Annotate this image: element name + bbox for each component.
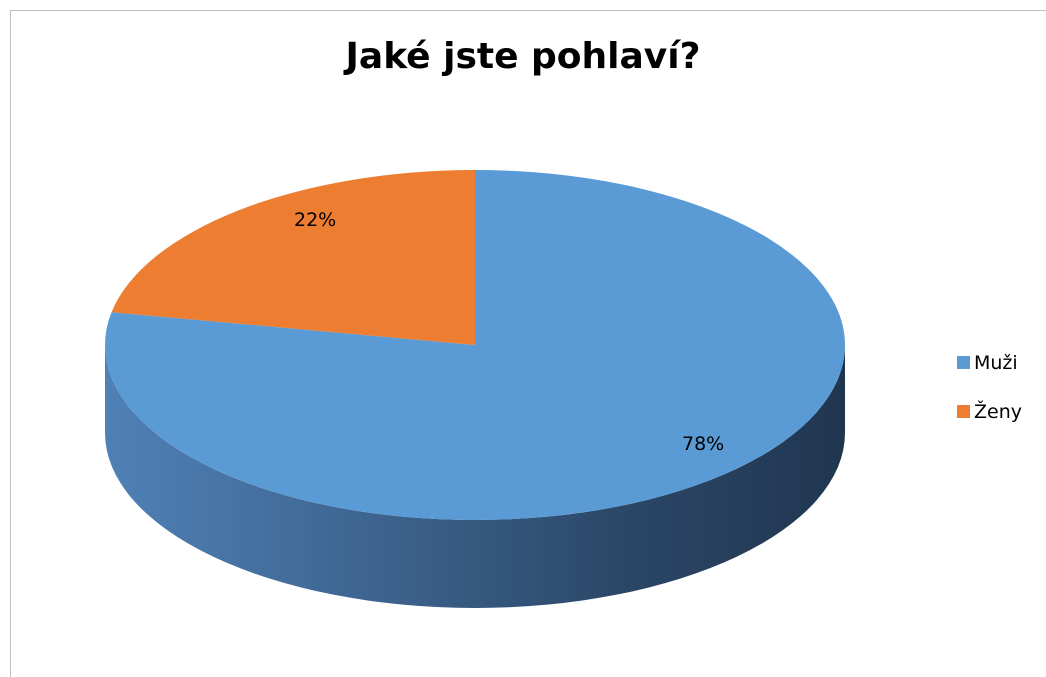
- data-label-zeny: 22%: [294, 209, 337, 231]
- chart-title: Jaké jste pohlaví?: [345, 36, 701, 77]
- legend-swatch-zeny: [957, 404, 970, 418]
- pie-side-wall: [105, 345, 845, 608]
- legend-item-zeny: Ženy: [957, 401, 1022, 425]
- legend-label-zeny: Ženy: [974, 401, 1022, 423]
- data-label-muzi: 78%: [682, 433, 725, 455]
- pie-slice-zeny: [111, 170, 476, 345]
- legend-swatch-muzi: [957, 355, 970, 369]
- legend-item-muzi: Muži: [957, 352, 1018, 376]
- legend-label-muzi: Muži: [974, 352, 1018, 374]
- pie-slice-muzi: [104, 170, 845, 521]
